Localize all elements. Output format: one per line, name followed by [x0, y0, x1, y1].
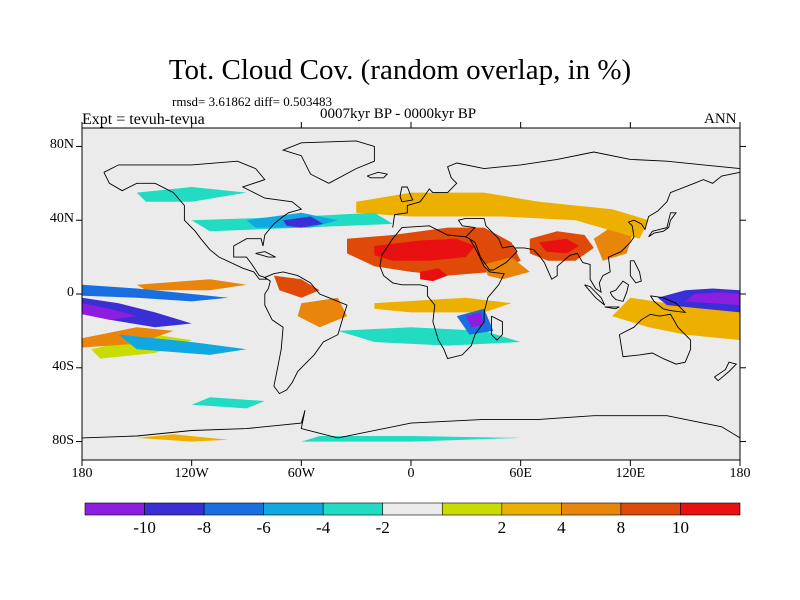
lon-label: 180 — [71, 466, 93, 481]
anomaly-region-1 — [374, 238, 475, 261]
coastline-10 — [648, 212, 677, 238]
colorbar-box-3 — [263, 502, 324, 516]
colorbar-box-1 — [144, 502, 205, 516]
lat-label: 40S — [52, 358, 74, 374]
colorbar-label: -10 — [133, 518, 156, 537]
lat-label: 80N — [49, 137, 74, 153]
map-title: Tot. Cloud Cov. (random overlap, in %) — [168, 54, 632, 86]
coastline-4 — [457, 217, 518, 271]
coastline-11 — [490, 315, 503, 341]
coastline-9 — [399, 186, 414, 203]
colorbar-label: -4 — [316, 518, 331, 537]
coastline-7 — [81, 410, 741, 439]
colorbar-label: 4 — [557, 518, 566, 537]
coastline-18 — [366, 171, 389, 179]
anomaly-region-2 — [420, 268, 448, 282]
coastline-1 — [264, 271, 348, 395]
experiment-label: Expt = tevuh-tevua — [82, 111, 205, 128]
colorbar-box-10 — [680, 502, 741, 516]
colorbar-label: -2 — [375, 518, 390, 537]
season-label: ANN — [704, 111, 737, 127]
anomaly-region-22 — [136, 187, 247, 202]
coastline-2 — [379, 225, 505, 360]
colorbar-label: -6 — [256, 518, 271, 537]
lon-label: 60E — [509, 466, 532, 481]
coastline-15 — [650, 295, 687, 314]
lat-label: 80S — [52, 432, 74, 448]
coastline-17 — [255, 251, 276, 258]
anomaly-region-18 — [118, 334, 247, 355]
colorbar-box-2 — [203, 502, 264, 516]
anomaly-region-15 — [82, 297, 192, 328]
colorbar-label: 8 — [616, 518, 626, 537]
anomaly-field — [82, 128, 740, 460]
anomaly-region-7 — [356, 192, 649, 239]
coastline-5 — [515, 171, 741, 294]
anomaly-region-14 — [374, 297, 512, 313]
lon-label: 180 — [729, 466, 751, 481]
colorbar-box-6 — [441, 502, 503, 516]
coastline-14 — [609, 280, 630, 302]
anomaly-region-27 — [685, 292, 740, 306]
anomaly-region-13 — [297, 297, 347, 328]
colorbar-box-8 — [561, 502, 622, 516]
colorbar-label: -8 — [196, 518, 212, 537]
coastline-16 — [629, 260, 642, 284]
anomaly-region-4 — [538, 238, 580, 254]
period-text: 0007kyr BP - 0000kyr BP — [320, 106, 477, 122]
colorbar-box-9 — [620, 502, 681, 516]
lon-label: 0 — [407, 466, 415, 481]
anomaly-region-17 — [82, 284, 229, 302]
anomaly-region-21 — [283, 216, 324, 228]
coastline-12 — [584, 284, 606, 306]
axis-ticks — [76, 122, 746, 466]
coastline-3 — [392, 151, 741, 228]
anomaly-region-12 — [273, 275, 320, 298]
anomaly-region-5 — [484, 257, 530, 280]
colorbar-box-5 — [382, 502, 443, 516]
lon-label: 120W — [174, 466, 209, 481]
coastline-13 — [604, 306, 620, 310]
coastline-0 — [103, 160, 303, 280]
anomaly-region-11 — [136, 279, 247, 291]
coastline-6 — [618, 313, 692, 365]
lat-label: 40N — [49, 211, 74, 227]
stats-text: rmsd= 3.61862 diff= 0.503483 — [172, 94, 332, 109]
anomaly-region-29 — [191, 397, 265, 409]
colorbar-box-0 — [84, 502, 145, 516]
anomaly-region-30 — [136, 434, 229, 442]
colorbar-box-7 — [501, 502, 562, 516]
lat-label: 0 — [67, 285, 74, 300]
anomaly-region-25 — [465, 312, 485, 328]
lon-label: 120E — [615, 466, 646, 481]
colorbar — [84, 502, 741, 516]
lon-label: 60W — [287, 466, 315, 481]
colorbar-label: 2 — [497, 518, 507, 537]
colorbar-label: 10 — [671, 518, 689, 537]
anomaly-region-28 — [301, 436, 521, 442]
coastlines — [81, 140, 741, 439]
colorbar-box-4 — [322, 502, 384, 516]
coastline-19 — [714, 361, 738, 382]
anomaly-region-16 — [82, 303, 137, 320]
coastline-8 — [281, 140, 375, 184]
